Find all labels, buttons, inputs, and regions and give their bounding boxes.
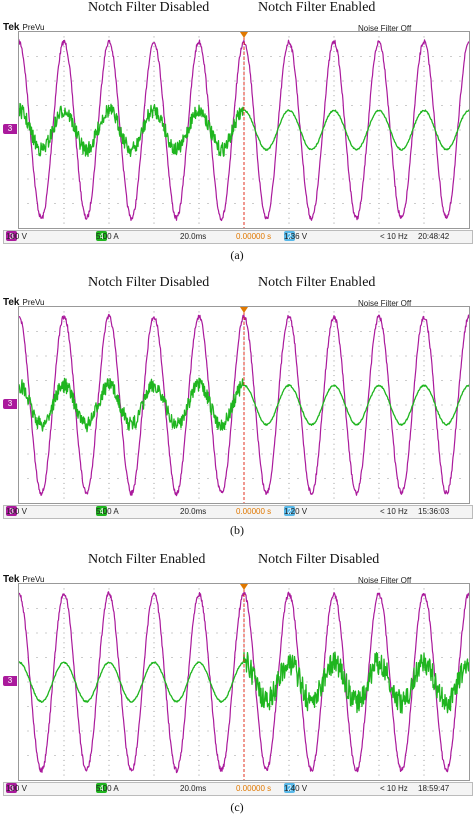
channel-marker: 3 bbox=[3, 124, 17, 134]
ch4-scale: 5.00 A bbox=[96, 507, 119, 516]
trigger-level: 1.20 V bbox=[284, 507, 308, 516]
waveform-plot bbox=[19, 584, 469, 780]
ch4-badge: 4 bbox=[96, 231, 107, 241]
timebase: 20.0ms bbox=[180, 507, 207, 516]
waveform-plot bbox=[19, 307, 469, 503]
waveform-plot bbox=[19, 32, 469, 228]
annotation-left: Notch Filter Disabled bbox=[88, 275, 210, 290]
channel-3-trace bbox=[19, 591, 469, 774]
trigger-marker-icon bbox=[240, 307, 248, 313]
ch4-badge: 4 bbox=[96, 506, 107, 516]
trigger-frequency: < 10 Hz bbox=[380, 507, 408, 516]
figure-caption: (c) bbox=[230, 800, 244, 814]
annotation-right: Notch Filter Enabled bbox=[258, 0, 376, 15]
channel-4-trace bbox=[19, 651, 469, 714]
trigger-channel-badge: 2 bbox=[284, 506, 295, 516]
status-bar: 3 100 V 4 5.00 A 20.0ms 0.00000 s 2 1.20 V … bbox=[3, 505, 473, 519]
annotation-left: Notch Filter Disabled bbox=[88, 0, 210, 15]
figure-caption: (a) bbox=[230, 248, 244, 262]
noise-filter-label: Noise Filter Off bbox=[358, 299, 412, 308]
trigger-channel-badge: 2 bbox=[284, 783, 295, 793]
scope-mode: PreVu bbox=[22, 23, 45, 32]
scope-mode: PreVu bbox=[22, 575, 45, 584]
scope-screen bbox=[18, 31, 470, 229]
scope-panel-a: Notch Filter Disabled Notch Filter Enabl… bbox=[0, 0, 474, 262]
trigger-position: 0.00000 s bbox=[236, 507, 272, 516]
ch4-badge: 4 bbox=[96, 783, 107, 793]
ch3-scale: 100 V bbox=[6, 784, 27, 793]
ch3-badge: 3 bbox=[6, 783, 17, 793]
channel-3-trace bbox=[19, 39, 469, 222]
trigger-channel-badge: 2 bbox=[284, 231, 295, 241]
ch3-scale: 100 V bbox=[6, 232, 27, 241]
channel-3-trace bbox=[19, 313, 469, 497]
trigger-frequency: < 10 Hz bbox=[380, 784, 408, 793]
scope-brand: Tek PreVu bbox=[3, 22, 45, 33]
scope-screen bbox=[18, 306, 470, 504]
channel-marker: 3 bbox=[3, 399, 17, 409]
trigger-frequency: < 10 Hz bbox=[380, 232, 408, 241]
annotation-left: Notch Filter Enabled bbox=[88, 552, 206, 567]
annotation-right: Notch Filter Disabled bbox=[258, 552, 380, 567]
ch3-badge: 3 bbox=[6, 231, 17, 241]
scope-mode: PreVu bbox=[22, 298, 45, 307]
noise-filter-label: Noise Filter Off bbox=[358, 576, 412, 585]
timebase: 20.0ms bbox=[180, 232, 207, 241]
channel-4-trace bbox=[19, 102, 469, 158]
scope-brand: Tek PreVu bbox=[3, 297, 45, 308]
clock-time: 15:36:03 bbox=[418, 507, 450, 516]
channel-marker: 3 bbox=[3, 676, 17, 686]
grid bbox=[27, 311, 461, 499]
ch3-badge: 3 bbox=[6, 506, 17, 516]
clock-time: 18:59:47 bbox=[418, 784, 450, 793]
ch3-scale: 100 V bbox=[6, 507, 27, 516]
trigger-level: 1.36 V bbox=[284, 232, 308, 241]
noise-filter-label: Noise Filter Off bbox=[358, 24, 412, 33]
clock-time: 20:48:42 bbox=[418, 232, 450, 241]
ch4-scale: 5.00 A bbox=[96, 232, 119, 241]
timebase: 20.0ms bbox=[180, 784, 207, 793]
trigger-position: 0.00000 s bbox=[236, 784, 272, 793]
scope-panel-c: Notch Filter Enabled Notch Filter Disabl… bbox=[0, 552, 474, 814]
status-bar: 3 100 V 4 5.00 A 20.0ms 0.00000 s 2 1.40 V … bbox=[3, 782, 473, 796]
status-bar: 3 100 V 4 5.00 A 20.0ms 0.00000 s 2 1.36 V … bbox=[3, 230, 473, 244]
figure-caption: (b) bbox=[230, 523, 244, 537]
trigger-level: 1.40 V bbox=[284, 784, 308, 793]
grid bbox=[27, 588, 461, 776]
ch4-scale: 5.00 A bbox=[96, 784, 119, 793]
scope-brand: Tek PreVu bbox=[3, 574, 45, 585]
scope-panel-b: Notch Filter Disabled Notch Filter Enabl… bbox=[0, 275, 474, 537]
scope-screen bbox=[18, 583, 470, 781]
trigger-position: 0.00000 s bbox=[236, 232, 272, 241]
grid bbox=[27, 36, 461, 224]
trigger-marker-icon bbox=[240, 32, 248, 38]
annotation-right: Notch Filter Enabled bbox=[258, 275, 376, 290]
channel-4-trace bbox=[19, 377, 469, 433]
trigger-marker-icon bbox=[240, 584, 248, 590]
